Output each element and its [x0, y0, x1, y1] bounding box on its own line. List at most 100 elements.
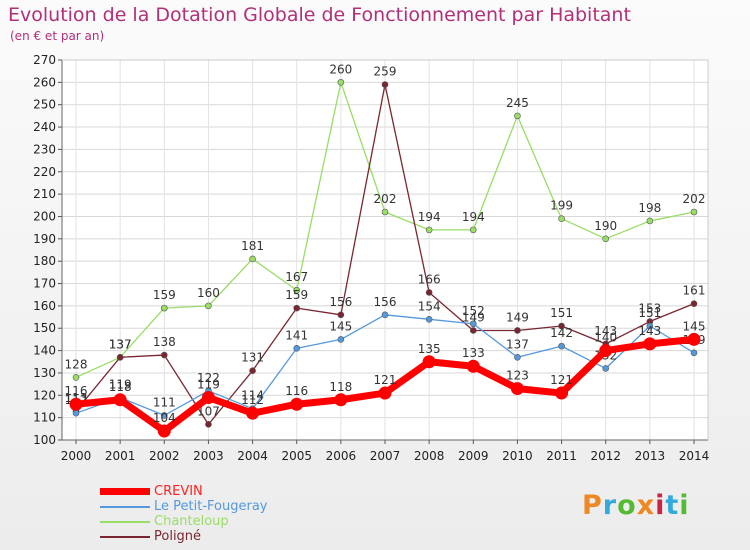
x-tick-label: 2003: [193, 449, 224, 463]
data-label-le-petit-fougeray: 152: [462, 304, 485, 318]
data-label-chanteloup: 159: [153, 288, 176, 302]
data-point-chanteloup: [337, 79, 345, 86]
data-label-crevin: 140: [594, 331, 617, 345]
legend-swatch: [100, 520, 150, 523]
data-label-polign: 143: [594, 324, 617, 338]
data-point-crevin: [466, 359, 480, 373]
data-label-polign: 107: [197, 404, 220, 418]
data-point-le-petit-fougeray: [381, 311, 389, 319]
data-label-crevin: 112: [241, 393, 264, 407]
data-label-le-petit-fougeray: 119: [109, 378, 132, 392]
data-point-polign: [381, 81, 389, 88]
legend-label: Le Petit-Fougeray: [154, 499, 268, 514]
legend-swatch: [100, 505, 150, 508]
data-point-le-petit-fougeray: [602, 365, 610, 372]
data-point-crevin: [687, 332, 701, 346]
data-label-polign: 156: [329, 295, 352, 309]
data-point-crevin: [69, 397, 83, 411]
data-point-le-petit-fougeray: [646, 322, 654, 330]
data-label-crevin: 133: [462, 346, 485, 360]
data-label-crevin: 119: [197, 378, 220, 392]
y-tick-label: 130: [33, 366, 56, 380]
data-point-le-petit-fougeray: [425, 315, 433, 323]
y-tick-label: 200: [33, 209, 56, 223]
data-label-crevin: 121: [374, 373, 397, 387]
data-label-le-petit-fougeray: 145: [329, 319, 352, 333]
x-tick-label: 2014: [679, 449, 710, 463]
data-point-crevin: [290, 397, 304, 411]
data-label-chanteloup: 202: [683, 192, 706, 206]
data-label-polign: 151: [550, 306, 573, 320]
x-tick-label: 2007: [370, 449, 401, 463]
data-point-le-petit-fougeray: [72, 409, 80, 417]
y-tick-label: 180: [33, 254, 56, 268]
data-point-chanteloup: [469, 226, 477, 234]
data-label-chanteloup: 167: [285, 270, 308, 284]
x-tick-label: 2008: [414, 449, 445, 463]
data-point-chanteloup: [381, 208, 389, 216]
y-tick-label: 270: [33, 53, 56, 67]
y-tick-label: 190: [33, 232, 56, 246]
data-label-polign: 166: [418, 272, 441, 286]
legend-item-crevin: CREVIN: [100, 484, 267, 499]
data-label-le-petit-fougeray: 114: [241, 389, 264, 403]
data-label-crevin: 123: [506, 369, 529, 383]
data-point-polign: [690, 300, 698, 307]
y-tick-label: 170: [33, 277, 56, 291]
data-point-crevin: [555, 386, 569, 400]
legend-label: CREVIN: [154, 484, 203, 499]
data-label-crevin: 143: [638, 324, 661, 338]
data-label-chanteloup: 128: [65, 357, 88, 371]
data-label-chanteloup: 190: [594, 219, 617, 233]
data-label-le-petit-fougeray: 141: [285, 328, 308, 342]
data-point-polign: [249, 367, 256, 375]
data-point-crevin: [510, 382, 524, 396]
data-point-polign: [205, 421, 212, 428]
legend-swatch: [100, 535, 150, 538]
legend-item-chanteloup: Chanteloup: [100, 514, 267, 529]
data-point-chanteloup: [160, 304, 168, 312]
y-tick-label: 140: [33, 344, 56, 358]
data-label-crevin: 145: [683, 319, 706, 333]
data-label-chanteloup: 245: [506, 96, 529, 110]
data-point-le-petit-fougeray: [514, 353, 521, 361]
data-label-crevin: 104: [153, 411, 176, 425]
data-label-le-petit-fougeray: 154: [418, 299, 441, 313]
data-label-polign: 149: [462, 310, 485, 324]
data-label-le-petit-fougeray: 122: [197, 371, 220, 385]
chart-title: Evolution de la Dotation Globale de Fonc…: [8, 4, 631, 26]
data-label-chanteloup: 181: [241, 239, 264, 253]
x-tick-label: 2010: [502, 449, 533, 463]
data-label-polign: 159: [285, 288, 308, 302]
legend-label: Poligné: [154, 529, 202, 544]
x-tick-label: 2011: [546, 449, 577, 463]
data-label-crevin: 118: [329, 380, 352, 394]
legend-label: Chanteloup: [154, 514, 229, 529]
data-point-polign: [293, 304, 301, 312]
data-point-chanteloup: [293, 286, 301, 294]
x-tick-label: 2005: [281, 449, 312, 463]
data-label-le-petit-fougeray: 111: [153, 395, 176, 409]
data-label-crevin: 135: [418, 342, 441, 356]
data-label-le-petit-fougeray: 151: [638, 306, 661, 320]
data-point-crevin: [246, 406, 260, 420]
data-label-chanteloup: 202: [374, 192, 397, 206]
data-point-polign: [116, 353, 124, 361]
data-point-le-petit-fougeray: [293, 345, 301, 352]
data-label-polign: 137: [109, 337, 132, 351]
data-label-chanteloup: 198: [638, 201, 661, 215]
y-tick-label: 100: [33, 433, 56, 447]
data-point-crevin: [157, 424, 171, 438]
data-point-polign: [337, 311, 345, 319]
legend: CREVIN Le Petit-Fougeray Chanteloup Poligné: [100, 484, 267, 544]
data-point-le-petit-fougeray: [337, 336, 345, 343]
data-point-chanteloup: [602, 235, 610, 243]
legend-swatch: [100, 488, 150, 495]
data-point-chanteloup: [249, 255, 256, 263]
data-label-le-petit-fougeray: 142: [550, 326, 573, 340]
y-tick-label: 160: [33, 299, 56, 313]
data-label-chanteloup: 199: [550, 199, 573, 213]
data-point-chanteloup: [205, 302, 212, 310]
x-tick-label: 2001: [105, 449, 136, 463]
data-label-crevin: 116: [285, 384, 308, 398]
